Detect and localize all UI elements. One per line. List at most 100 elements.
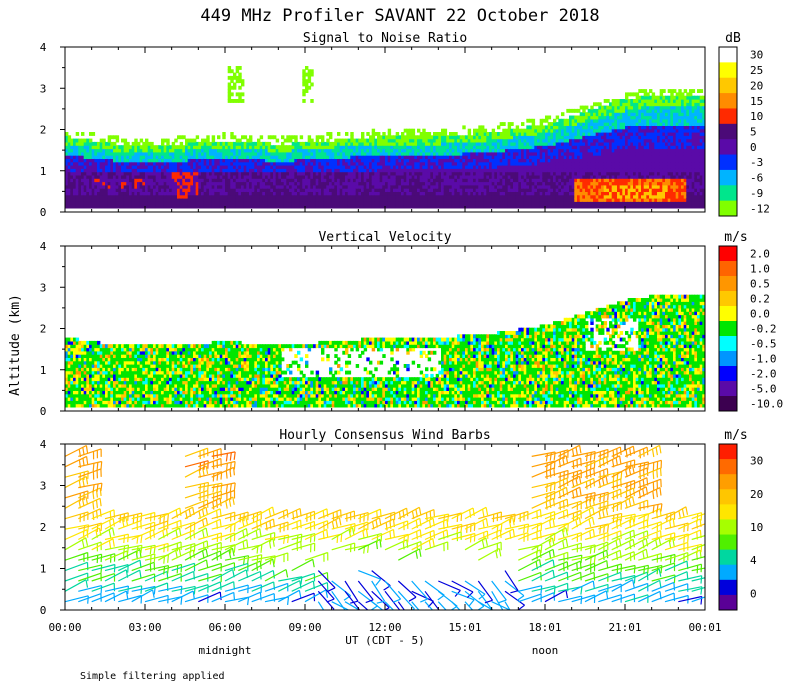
snr-cell bbox=[625, 174, 629, 179]
snr-cell bbox=[363, 181, 368, 186]
snr-cell bbox=[174, 165, 178, 169]
snr-cell bbox=[211, 138, 216, 143]
snr-cell bbox=[595, 191, 600, 196]
snr-cell bbox=[158, 151, 162, 156]
snr-cell bbox=[131, 158, 136, 163]
snr-cell bbox=[150, 141, 154, 146]
snr-cell bbox=[169, 148, 173, 153]
snr-cell bbox=[470, 168, 474, 173]
snr-cell bbox=[435, 132, 440, 136]
snr-cell bbox=[339, 188, 344, 192]
snr-cell bbox=[390, 151, 394, 156]
snr-cell bbox=[486, 148, 490, 153]
snr-cell bbox=[246, 168, 250, 173]
snr-cell bbox=[619, 99, 624, 103]
snr-cell bbox=[625, 118, 629, 123]
snr-cell bbox=[465, 188, 469, 192]
snr-cell bbox=[235, 198, 240, 202]
snr-cell bbox=[593, 155, 597, 159]
snr-cell bbox=[262, 204, 266, 209]
snr-cell bbox=[129, 184, 133, 189]
snr-cell bbox=[531, 184, 536, 189]
snr-cell bbox=[462, 181, 466, 186]
snr-cell bbox=[345, 145, 349, 150]
snr-cell bbox=[366, 184, 370, 189]
snr-cell bbox=[582, 171, 586, 176]
snr-cell bbox=[627, 115, 632, 120]
snr-cell bbox=[414, 161, 418, 166]
snr-cell bbox=[161, 171, 165, 176]
snr-cell bbox=[331, 148, 336, 153]
snr-cell bbox=[427, 194, 432, 199]
snr-cell bbox=[539, 122, 544, 126]
snr-cell bbox=[481, 181, 485, 186]
snr-cell bbox=[99, 138, 104, 143]
snr-cell bbox=[163, 148, 168, 153]
snr-cell bbox=[193, 161, 197, 166]
snr-cell bbox=[86, 138, 90, 143]
snr-cell bbox=[171, 168, 176, 173]
snr-cell bbox=[251, 204, 256, 209]
snr-cell bbox=[595, 165, 600, 169]
snr-cell bbox=[267, 135, 272, 140]
snr-cell bbox=[195, 191, 200, 196]
snr-cell bbox=[99, 145, 104, 150]
snr-cell bbox=[414, 155, 418, 159]
snr-cell bbox=[123, 171, 128, 176]
snr-cell bbox=[419, 141, 424, 146]
snr-cell bbox=[435, 141, 440, 146]
snr-cell bbox=[598, 141, 602, 146]
snr-cell bbox=[478, 141, 482, 146]
snr-cell bbox=[337, 168, 341, 173]
snr-cell bbox=[529, 188, 533, 192]
snr-cell bbox=[411, 178, 416, 183]
snr-cell bbox=[323, 188, 328, 192]
snr-cell bbox=[390, 191, 394, 196]
snr-cell bbox=[430, 178, 434, 183]
snr-cell bbox=[598, 174, 602, 179]
snr-cell bbox=[574, 108, 578, 113]
snr-cell bbox=[187, 178, 192, 183]
snr-cell bbox=[614, 102, 618, 107]
snr-cell bbox=[529, 204, 533, 209]
snr-cell bbox=[177, 188, 181, 192]
snr-cell bbox=[563, 138, 568, 143]
snr-cell bbox=[542, 145, 546, 150]
snr-cell bbox=[222, 171, 226, 176]
snr-cell bbox=[563, 161, 568, 166]
snr-cell bbox=[393, 158, 397, 163]
snr-cell bbox=[457, 201, 461, 206]
snr-cell bbox=[299, 161, 304, 166]
snr-cell bbox=[198, 201, 202, 206]
snr-cell bbox=[363, 171, 368, 176]
snr-cell bbox=[619, 194, 624, 199]
snr-cell bbox=[430, 184, 434, 189]
snr-cell bbox=[198, 155, 202, 159]
snr-cell bbox=[478, 155, 482, 159]
snr-cell bbox=[617, 174, 621, 179]
snr-cell bbox=[507, 198, 512, 202]
snr-cell bbox=[547, 125, 552, 130]
snr-cell bbox=[526, 161, 530, 166]
snr-cell bbox=[622, 158, 626, 163]
snr-cell bbox=[419, 138, 424, 143]
snr-cell bbox=[593, 135, 597, 140]
snr-cell bbox=[561, 118, 565, 123]
snr-cell bbox=[617, 184, 621, 189]
snr-cell bbox=[225, 194, 229, 199]
snr-cell bbox=[574, 155, 578, 159]
snr-cell bbox=[145, 145, 149, 150]
snr-cell bbox=[534, 178, 538, 183]
snr-cell bbox=[123, 161, 128, 166]
snr-cell bbox=[206, 165, 210, 169]
snr-cell bbox=[587, 188, 592, 192]
snr-cell bbox=[430, 135, 434, 140]
snr-cell bbox=[267, 178, 272, 183]
snr-cell bbox=[553, 181, 557, 186]
snr-cell bbox=[81, 194, 85, 199]
snr-cell bbox=[398, 191, 402, 196]
snr-cell bbox=[326, 145, 330, 150]
snr-cell bbox=[371, 174, 376, 179]
snr-cell bbox=[94, 141, 98, 146]
snr-cell bbox=[94, 171, 98, 176]
